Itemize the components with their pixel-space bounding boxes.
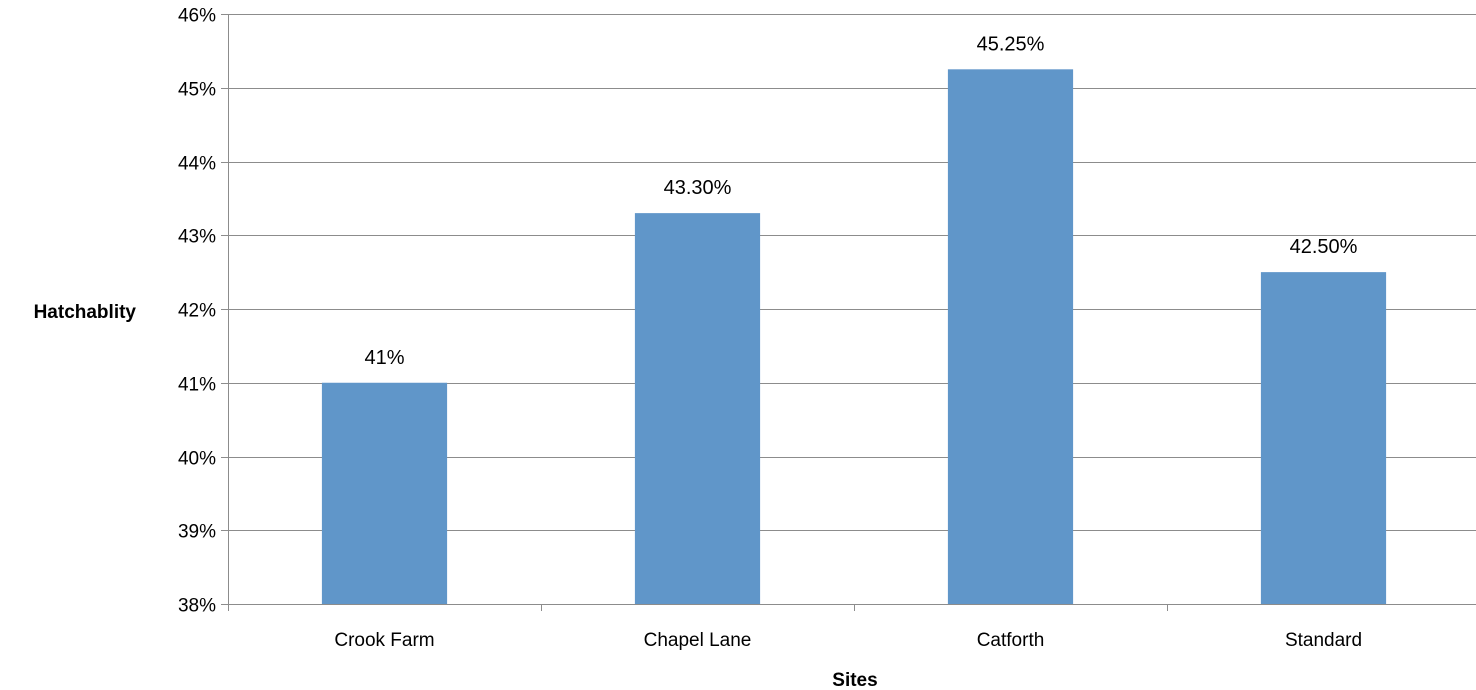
- x-tick-labels: Crook Farm Chapel Lane Catforth Standard: [334, 630, 1362, 651]
- data-label: 42.50%: [1290, 236, 1358, 258]
- y-tick-label: 40%: [178, 449, 216, 470]
- y-tick-label: 39%: [178, 522, 216, 543]
- y-tick-labels: 38% 39% 40% 41% 42% 43% 44% 45% 46%: [178, 6, 216, 617]
- data-label: 43.30%: [664, 177, 732, 199]
- x-tick-label: Chapel Lane: [644, 630, 752, 651]
- bar: [321, 382, 448, 604]
- bars: [321, 69, 1387, 604]
- y-tick-label: 45%: [178, 80, 216, 101]
- x-axis-title: Sites: [832, 670, 877, 690]
- data-label: 41%: [364, 347, 404, 369]
- bar: [1260, 272, 1387, 604]
- x-tick-label: Catforth: [977, 630, 1045, 651]
- y-tick-label: 43%: [178, 227, 216, 248]
- y-tick-label: 41%: [178, 375, 216, 396]
- y-tick-label: 38%: [178, 596, 216, 617]
- y-tick-label: 46%: [178, 6, 216, 27]
- y-tick-label: 42%: [178, 301, 216, 322]
- data-label: 45.25%: [977, 33, 1045, 55]
- axes: [221, 14, 1476, 611]
- y-tick-label: 44%: [178, 154, 216, 175]
- x-tick-label: Crook Farm: [334, 630, 434, 651]
- x-tick-label: Standard: [1285, 630, 1362, 651]
- y-axis-title: Hatchablity: [34, 302, 137, 323]
- bar: [947, 69, 1074, 604]
- bar: [634, 213, 761, 604]
- data-labels: 41% 43.30% 45.25% 42.50%: [364, 33, 1357, 368]
